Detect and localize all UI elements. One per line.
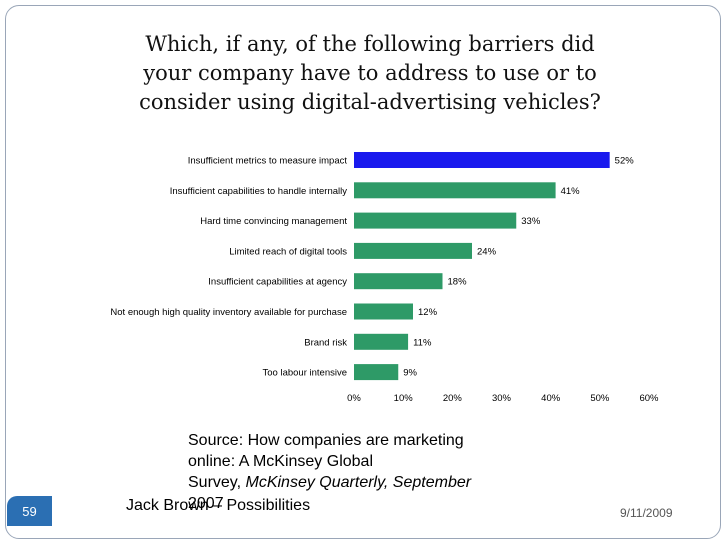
x-tick-label-4: 30%	[492, 393, 512, 404]
x-axis-ticks-layer: 0% 10% 20% 30% 40% 50% 60%	[347, 393, 659, 404]
bar-2	[354, 182, 556, 199]
category-labels-layer: Insufficient metrics to measure impact In…	[110, 156, 347, 379]
x-tick-label-5: 40%	[541, 393, 561, 404]
source-citation: Source: How companies are marketing onli…	[188, 430, 528, 514]
category-label-5: Insufficient capabilities at agency	[208, 277, 347, 288]
x-tick-label-7: 60%	[639, 393, 659, 404]
value-labels-layer: 52% 41% 33% 24% 18% 12% 11% 9%	[403, 156, 634, 379]
category-label-2: Insufficient capabilities to handle inte…	[170, 186, 348, 197]
slide-number: 59	[7, 496, 52, 526]
value-label-4: 24%	[477, 246, 497, 257]
footer-author: Jack Brown – Possibilities	[126, 497, 311, 514]
category-label-1: Insufficient metrics to measure impact	[188, 156, 348, 167]
x-tick-label-3: 20%	[443, 393, 463, 404]
value-label-5: 18%	[448, 277, 468, 288]
value-label-2: 41%	[561, 186, 581, 197]
slide-title: Which, if any, of the following barriers…	[139, 32, 601, 114]
footer-date: 9/11/2009	[620, 506, 673, 520]
bar-6	[354, 303, 413, 320]
source-line-3: Survey, McKinsey Quarterly, September	[188, 472, 528, 493]
category-label-8: Too labour intensive	[263, 368, 348, 379]
source-line-3-prefix: Survey,	[188, 474, 246, 491]
bar-5	[354, 273, 443, 290]
x-tick-label-6: 50%	[590, 393, 610, 404]
x-tick-label-2: 10%	[394, 393, 414, 404]
source-journal: McKinsey Quarterly, September	[245, 474, 472, 491]
bar-3	[354, 212, 517, 229]
category-label-4: Limited reach of digital tools	[229, 246, 347, 257]
bars-layer	[354, 152, 610, 381]
category-label-3: Hard time convincing management	[200, 216, 347, 227]
source-line-1: Source: How companies are marketing	[188, 432, 464, 449]
x-tick-label-1: 0%	[347, 393, 361, 404]
bar-7	[354, 333, 409, 350]
value-label-1: 52%	[615, 156, 635, 167]
bar-8	[354, 364, 399, 381]
bar-1	[354, 152, 610, 168]
value-label-3: 33%	[521, 216, 541, 227]
source-line-2: online: A McKinsey Global	[188, 453, 373, 470]
category-label-6: Not enough high quality inventory availa…	[110, 307, 347, 318]
value-label-6: 12%	[418, 307, 438, 318]
category-label-7: Brand risk	[304, 337, 347, 348]
value-label-8: 9%	[403, 368, 417, 379]
source-line-4: 2007	[188, 495, 224, 512]
bar-4	[354, 242, 472, 259]
value-label-7: 11%	[413, 337, 432, 348]
slide-frame	[5, 5, 721, 539]
